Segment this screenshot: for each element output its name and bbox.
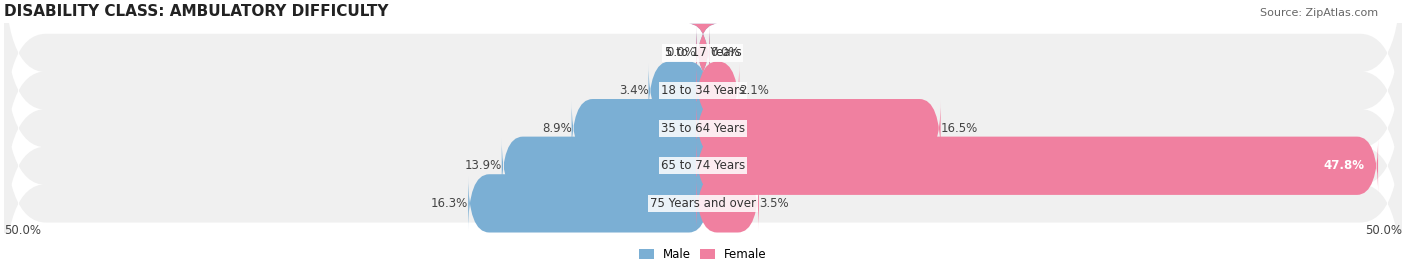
FancyBboxPatch shape bbox=[4, 110, 1402, 269]
FancyBboxPatch shape bbox=[4, 72, 1402, 259]
Text: 0.0%: 0.0% bbox=[666, 47, 696, 59]
Text: 18 to 34 Years: 18 to 34 Years bbox=[661, 84, 745, 97]
Text: 5 to 17 Years: 5 to 17 Years bbox=[665, 47, 741, 59]
FancyBboxPatch shape bbox=[4, 0, 1402, 147]
FancyBboxPatch shape bbox=[696, 61, 740, 120]
FancyBboxPatch shape bbox=[572, 99, 710, 157]
Text: Source: ZipAtlas.com: Source: ZipAtlas.com bbox=[1260, 8, 1378, 18]
Text: 16.3%: 16.3% bbox=[432, 197, 468, 210]
FancyBboxPatch shape bbox=[502, 137, 710, 195]
Text: 0.0%: 0.0% bbox=[710, 47, 740, 59]
Text: 47.8%: 47.8% bbox=[1323, 159, 1364, 172]
Text: 50.0%: 50.0% bbox=[1365, 224, 1402, 237]
FancyBboxPatch shape bbox=[689, 24, 717, 82]
FancyBboxPatch shape bbox=[4, 0, 1402, 184]
Text: DISABILITY CLASS: AMBULATORY DIFFICULTY: DISABILITY CLASS: AMBULATORY DIFFICULTY bbox=[4, 4, 388, 19]
Legend: Male, Female: Male, Female bbox=[634, 243, 772, 266]
Text: 65 to 74 Years: 65 to 74 Years bbox=[661, 159, 745, 172]
Text: 50.0%: 50.0% bbox=[4, 224, 41, 237]
Text: 13.9%: 13.9% bbox=[464, 159, 502, 172]
FancyBboxPatch shape bbox=[4, 34, 1402, 222]
Text: 16.5%: 16.5% bbox=[941, 122, 977, 135]
FancyBboxPatch shape bbox=[468, 174, 710, 232]
Text: 75 Years and over: 75 Years and over bbox=[650, 197, 756, 210]
FancyBboxPatch shape bbox=[696, 99, 941, 157]
Text: 3.5%: 3.5% bbox=[759, 197, 789, 210]
Text: 3.4%: 3.4% bbox=[619, 84, 648, 97]
Text: 35 to 64 Years: 35 to 64 Years bbox=[661, 122, 745, 135]
FancyBboxPatch shape bbox=[689, 24, 717, 82]
FancyBboxPatch shape bbox=[648, 61, 710, 120]
FancyBboxPatch shape bbox=[696, 174, 759, 232]
FancyBboxPatch shape bbox=[696, 137, 1378, 195]
Text: 8.9%: 8.9% bbox=[541, 122, 572, 135]
Text: 2.1%: 2.1% bbox=[740, 84, 769, 97]
